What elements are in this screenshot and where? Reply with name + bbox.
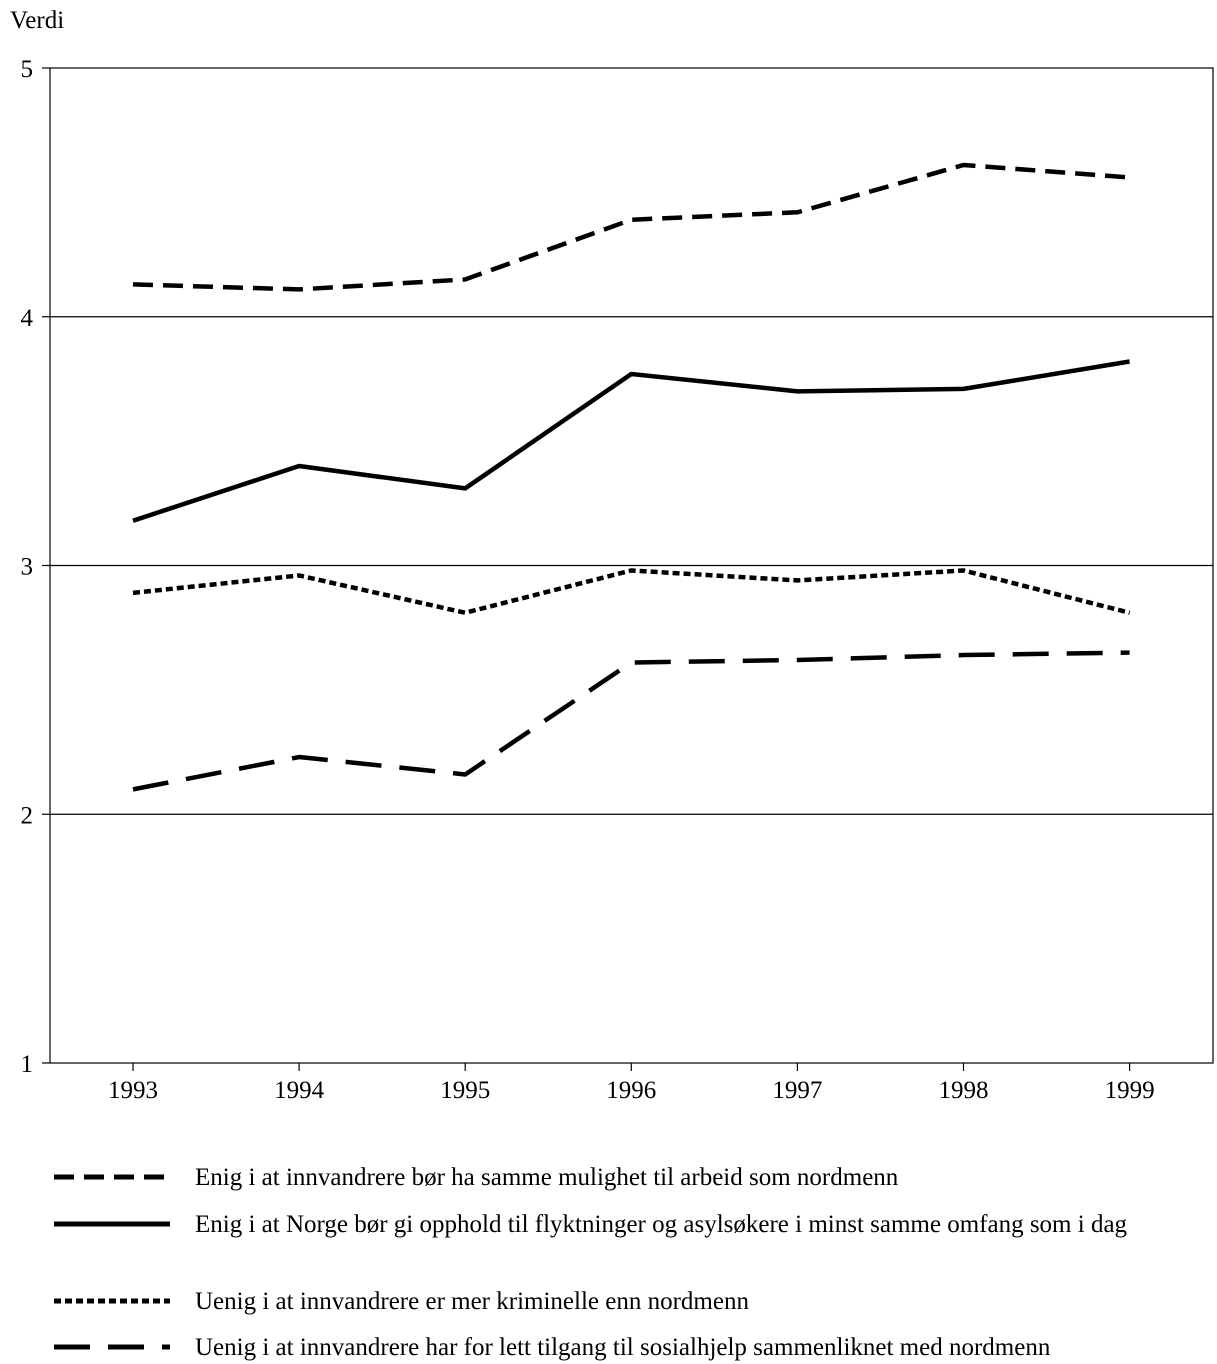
legend-swatch: [54, 1221, 170, 1227]
series-lines: [132, 162, 1131, 792]
x-tick-label: 1997: [772, 1077, 822, 1104]
legend-swatch: [54, 1174, 170, 1180]
x-tick-label: 1994: [274, 1077, 325, 1104]
legend-swatch: [54, 1298, 170, 1304]
legend-label: Enig i at Norge bør gi opphold til flykt…: [195, 1211, 1128, 1238]
y-tick-label: 1: [21, 1051, 34, 1078]
y-tick-label: 2: [21, 802, 34, 829]
legend-swatch: [54, 1344, 170, 1350]
x-tick-label: 1993: [108, 1077, 158, 1104]
series-line-3: [132, 568, 1131, 616]
legend-label: Uenig i at innvandrere har for lett tilg…: [195, 1334, 1051, 1361]
legend-label: Uenig i at innvandrere er mer kriminelle…: [195, 1288, 749, 1315]
series-line-2: [132, 359, 1130, 523]
y-axis-label: Verdi: [10, 7, 64, 34]
legend-label: Enig i at innvandrere bør ha samme mulig…: [195, 1164, 899, 1191]
series-line-1: [132, 162, 1130, 292]
y-tick-label: 5: [21, 56, 34, 83]
grid-lines: [50, 316, 1213, 815]
x-tick-label: 1995: [440, 1077, 490, 1104]
y-tick-label: 4: [21, 305, 34, 332]
series-line-4: [132, 650, 1130, 792]
axis-ticks: 1 2 3 4 5 1993 1994 1995 1996 1997 1998 1999: [21, 56, 1155, 1104]
x-tick-label: 1996: [606, 1077, 656, 1104]
x-tick-label: 1999: [1105, 1077, 1155, 1104]
x-tick-label: 1998: [939, 1077, 989, 1104]
y-tick-label: 3: [21, 554, 34, 581]
